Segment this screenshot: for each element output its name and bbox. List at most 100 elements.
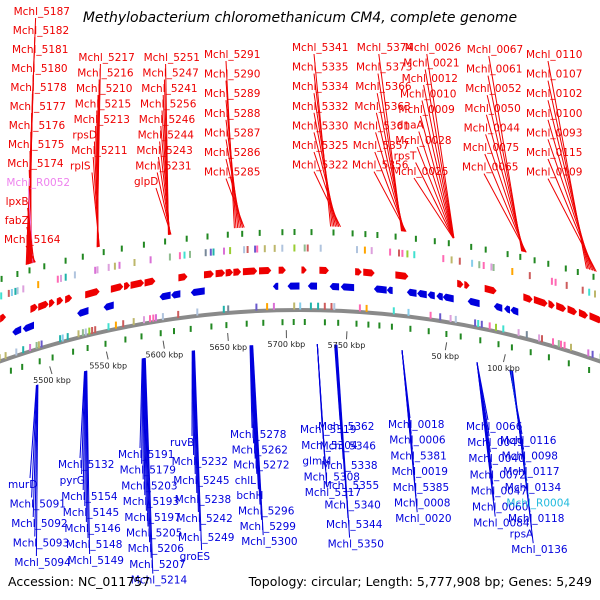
inner-marker-tick — [51, 354, 54, 361]
outer-category-bar — [56, 275, 59, 283]
gene-label: Mchl_0040 — [468, 453, 524, 465]
gene-label: Mchl_0020 — [395, 513, 451, 525]
label-connector — [91, 172, 100, 247]
scale-tick-label: 5500 kbp — [33, 376, 71, 385]
gene-label: Mchl_5175 — [8, 139, 64, 151]
label-connector — [29, 385, 37, 479]
gene-label: Mchl_0116 — [500, 435, 557, 447]
gene-label: Mchl_0098 — [502, 451, 558, 463]
inner-category-bar — [0, 354, 1, 362]
scale-tick-label: 5550 kbp — [89, 361, 127, 370]
gene-label: Mchl_5145 — [63, 507, 119, 519]
inner-marker-tick — [323, 319, 326, 326]
gene-label: Mchl_0006 — [389, 435, 446, 447]
outer-category-bar — [482, 262, 485, 269]
inner-marker-tick — [367, 321, 370, 328]
gene-label: Mchl_5180 — [11, 63, 67, 75]
forward-gene-arrow — [242, 267, 258, 276]
gene-label: Mchl_5179 — [120, 465, 176, 477]
gene-label: Mchl_5205 — [126, 528, 182, 540]
gene-label: Mchl_0117 — [503, 466, 559, 478]
inner-category-bar — [4, 352, 7, 360]
gene-label: Mchl_5232 — [172, 456, 228, 468]
inner-marker-tick — [303, 319, 306, 325]
forward-gene-arrow — [484, 284, 497, 295]
label-connector — [483, 173, 527, 253]
inner-category-bar — [91, 327, 94, 334]
gene-label: Mchl_0093 — [526, 127, 582, 139]
inner-category-bar — [449, 315, 452, 322]
gene-label: Mchl_0109 — [526, 167, 582, 179]
scale-tick-label: 100 kbp — [487, 364, 520, 373]
inner-marker-tick — [409, 325, 412, 332]
inner-category-bar — [196, 308, 199, 316]
label-connector — [313, 171, 341, 228]
gene-label: Mchl_5325 — [292, 140, 348, 152]
inner-category-bar — [439, 313, 442, 321]
outer-marker-tick — [519, 253, 522, 260]
outer-marker-tick — [293, 229, 296, 235]
gene-label: Mchl_5148 — [66, 539, 122, 551]
inner-category-bar — [15, 348, 18, 356]
connector-lines — [25, 17, 597, 574]
inner-marker-tick — [225, 322, 228, 329]
outer-category-bar — [189, 250, 191, 258]
gene-label: Mchl_5193 — [123, 496, 179, 508]
label-connector — [415, 162, 454, 239]
gene-label: Mchl_0012 — [402, 73, 458, 85]
gene-label: rpsT — [394, 151, 417, 163]
gene-label: Mchl_0008 — [394, 498, 450, 510]
outer-category-bar — [113, 262, 116, 270]
position-ticks: 5500 kbp 5550 kbp 5600 kbp 5650 kbp 5700 kbp… — [33, 330, 520, 385]
gene-label: ruvB — [170, 437, 194, 449]
gene-label: Mchl_5272 — [233, 460, 289, 472]
inner-category-bar — [570, 343, 572, 351]
scale-tick-label: 50 kbp — [432, 352, 460, 361]
gene-label: Mchl_5287 — [204, 127, 260, 139]
gene-label: Mchl_5340 — [324, 499, 380, 511]
gene-label: Mchl_0049 — [467, 437, 523, 449]
forward-gene-arrow — [178, 273, 188, 282]
inner-category-bar — [517, 329, 520, 337]
outer-category-bar — [442, 255, 445, 263]
label-connector — [155, 187, 172, 235]
label-connector — [192, 350, 196, 475]
outer-marker-tick — [43, 263, 46, 270]
label-connector — [421, 100, 455, 239]
gene-label: Mchl_5317 — [305, 487, 361, 499]
gene-label: Mchl_0067 — [467, 44, 523, 56]
gene-label: Mchl_5362 — [318, 421, 374, 433]
gene-label: Mchl_0107 — [526, 69, 582, 81]
inner-marker-tick — [21, 363, 24, 370]
gene-label: Mchl_0050 — [464, 103, 520, 115]
inner-category-bar — [272, 302, 275, 310]
gene-label: Mchl_5215 — [75, 99, 131, 111]
label-connector — [374, 151, 406, 232]
forward-gene-arrow — [523, 293, 533, 303]
gene-label: Mchl_R0004 — [506, 497, 570, 509]
outer-category-bar — [133, 259, 136, 266]
gene-label: Mchl_5286 — [204, 147, 261, 159]
label-connector — [156, 172, 172, 235]
gene-label: Mchl_5210 — [76, 83, 132, 95]
gene-label: Mchl_5355 — [323, 480, 379, 492]
outer-category-bar — [60, 274, 62, 282]
gene-label: Mchl_5176 — [9, 120, 66, 132]
gene-label: Mchl_5187 — [14, 6, 70, 18]
gene-label: Mchl_5211 — [71, 145, 127, 157]
inner-category-bar — [323, 302, 326, 310]
inner-marker-tick — [124, 336, 127, 343]
outer-category-bar — [370, 247, 373, 255]
gene-label: Mchl_5366 — [355, 81, 412, 93]
gene-label: Mchl_5296 — [238, 506, 295, 518]
outer-marker-tick — [185, 235, 188, 242]
reverse-gene-arrow — [427, 291, 435, 300]
inner-marker-tick — [281, 319, 284, 326]
outer-category-bar — [149, 256, 152, 264]
outer-marker-tick — [433, 238, 436, 245]
outer-category-bar — [183, 251, 186, 259]
forward-gene-arrow — [533, 296, 548, 307]
reverse-gene-arrow — [12, 325, 22, 336]
scale-tick-mark — [162, 340, 165, 349]
forward-gene-arrow — [110, 283, 124, 293]
